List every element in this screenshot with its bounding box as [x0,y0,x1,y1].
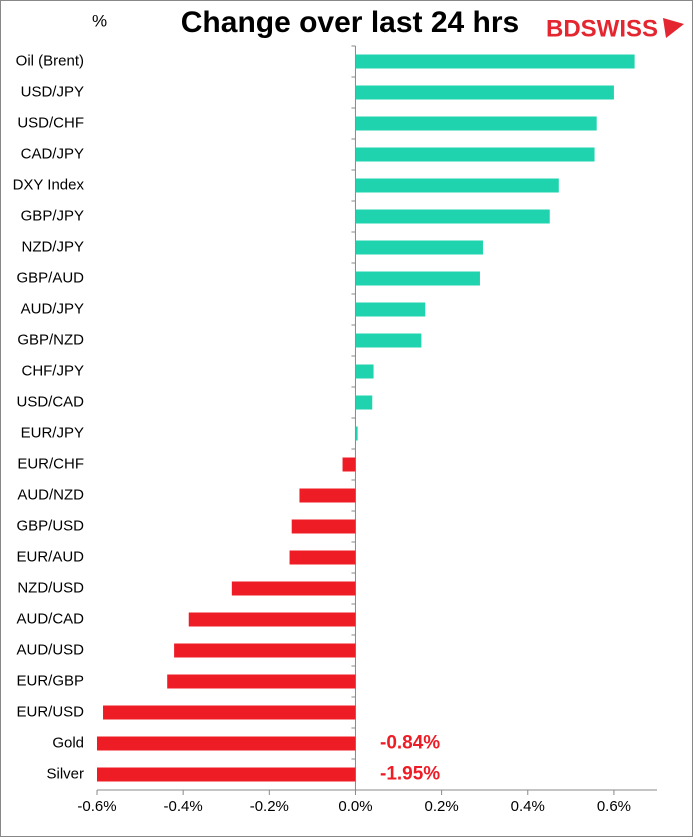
y-tick-label: AUD/JPY [21,300,84,317]
y-tick-label: EUR/GBP [16,672,84,689]
bar [355,54,635,69]
y-tick-label: CHF/JPY [21,362,84,379]
x-tick-label: 0.4% [511,798,545,815]
y-tick-label: GBP/JPY [21,207,84,224]
logo: BDSWISS [546,15,658,42]
bar [299,488,356,503]
bar [97,767,356,782]
bar [355,147,595,162]
bar [97,736,356,751]
y-tick-label: AUD/CAD [16,610,84,627]
unit-label: % [92,11,107,30]
bar [355,85,614,100]
value-label: -0.84% [380,733,440,754]
bar [103,705,356,720]
y-tick-label: NZD/USD [17,579,84,596]
y-tick-label: EUR/AUD [16,548,84,565]
bar [167,674,356,689]
bar [355,302,426,317]
value-label: -1.95% [380,764,440,785]
y-tick-label: GBP/NZD [17,331,84,348]
x-tick-label: -0.4% [164,798,203,815]
y-tick-label: Gold [52,734,84,751]
y-tick-label: AUD/NZD [17,486,84,503]
y-tick-label: EUR/USD [16,703,84,720]
y-tick-label: GBP/USD [16,517,84,534]
y-tick-label: Silver [46,765,84,782]
bar [355,178,559,193]
y-tick-label: AUD/USD [16,641,84,658]
bar [188,612,356,627]
y-tick-label: USD/CAD [16,393,84,410]
bar [289,550,356,565]
y-tick-label: GBP/AUD [16,269,84,286]
x-tick-label: -0.2% [250,798,289,815]
x-tick-label: 0.2% [425,798,459,815]
bar [355,240,483,255]
y-tick-label: USD/JPY [21,83,84,100]
bar [355,395,373,410]
logo-icon [663,18,684,38]
bar [355,426,358,441]
y-tick-label: EUR/CHF [17,455,84,472]
y-tick-label: NZD/JPY [21,238,84,255]
bar [231,581,356,596]
y-tick-label: DXY Index [13,176,85,193]
chart-title: Change over last 24 hrs [181,6,519,39]
y-tick-label: Oil (Brent) [16,52,84,69]
y-tick-label: CAD/JPY [21,145,84,162]
bar [355,116,597,131]
x-tick-label: 0.0% [338,798,372,815]
bar [342,457,356,472]
bar [355,209,550,224]
x-tick-label: -0.6% [77,798,116,815]
y-tick-label: USD/CHF [17,114,84,131]
bar [355,333,422,348]
bar [355,364,374,379]
y-tick-label: EUR/JPY [21,424,84,441]
x-tick-label: 0.6% [597,798,631,815]
bar [174,643,356,658]
bar [291,519,356,534]
bar [355,271,480,286]
